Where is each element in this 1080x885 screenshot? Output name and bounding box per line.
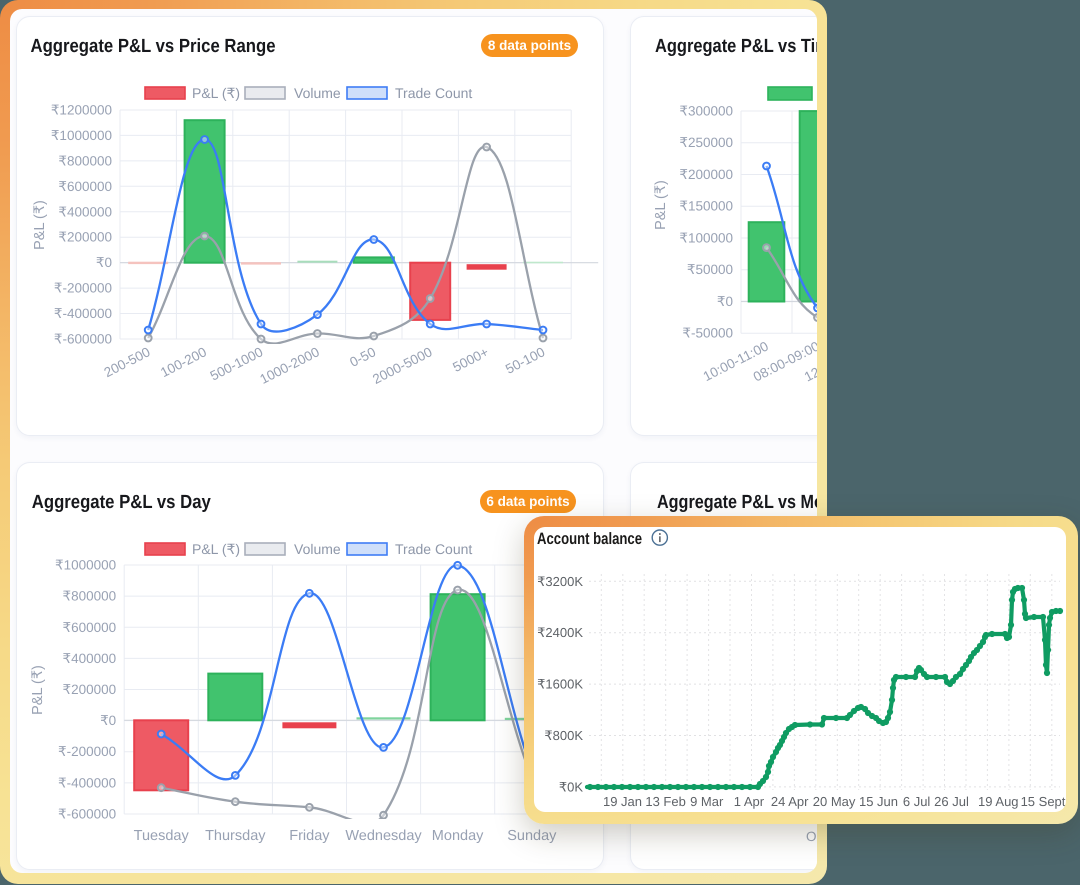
svg-text:Tuesday: Tuesday [134, 828, 190, 844]
svg-text:₹100000: ₹100000 [679, 231, 733, 246]
svg-text:15 Sept: 15 Sept [1021, 794, 1066, 809]
svg-text:19 Jan: 19 Jan [603, 794, 642, 809]
svg-text:0-50: 0-50 [347, 344, 378, 370]
svg-text:500-1000: 500-1000 [208, 344, 266, 383]
svg-text:P&L (₹): P&L (₹) [192, 541, 240, 557]
svg-text:₹800000: ₹800000 [63, 589, 117, 604]
svg-text:24 Apr: 24 Apr [771, 794, 809, 809]
svg-text:100-200: 100-200 [158, 344, 209, 380]
svg-text:₹-50000: ₹-50000 [682, 326, 733, 341]
svg-text:₹1200000: ₹1200000 [51, 103, 112, 118]
svg-text:15 Jun: 15 Jun [859, 794, 898, 809]
svg-text:2000-5000: 2000-5000 [370, 344, 434, 387]
svg-text:₹600000: ₹600000 [63, 620, 117, 635]
svg-text:Sunday: Sunday [507, 828, 557, 844]
svg-text:Trade Count: Trade Count [395, 85, 472, 101]
svg-text:Volume: Volume [294, 541, 341, 557]
svg-text:Thursday: Thursday [205, 828, 266, 844]
svg-text:₹0: ₹0 [100, 713, 116, 728]
svg-text:₹600000: ₹600000 [58, 179, 112, 194]
svg-text:13 Feb: 13 Feb [645, 794, 685, 809]
svg-text:Trade Count: Trade Count [395, 541, 472, 557]
svg-text:Aggregate P&L vs Price Range: Aggregate P&L vs Price Range [31, 36, 276, 57]
svg-text:Aggregate P&L vs Month: Aggregate P&L vs Month [657, 492, 817, 513]
svg-text:9 Mar: 9 Mar [690, 794, 724, 809]
svg-text:₹0: ₹0 [717, 294, 733, 309]
svg-text:₹200000: ₹200000 [63, 682, 117, 697]
svg-text:P&L (₹): P&L (₹) [30, 665, 46, 715]
svg-text:Account balance: Account balance [537, 530, 642, 548]
svg-text:₹0K: ₹0K [559, 779, 584, 794]
svg-text:50-100: 50-100 [503, 344, 547, 376]
svg-text:₹3200K: ₹3200K [537, 574, 583, 589]
svg-text:Aggregate P&L vs Day: Aggregate P&L vs Day [32, 492, 211, 513]
svg-text:₹-600000: ₹-600000 [58, 807, 116, 822]
svg-text:₹300000: ₹300000 [679, 104, 733, 119]
svg-text:₹-600000: ₹-600000 [54, 332, 112, 347]
svg-text:O: O [806, 829, 817, 844]
svg-text:₹150000: ₹150000 [679, 199, 733, 214]
svg-text:₹-400000: ₹-400000 [58, 775, 116, 790]
svg-text:6 Jul: 6 Jul [903, 794, 931, 809]
svg-text:₹400000: ₹400000 [63, 651, 117, 666]
svg-text:Friday: Friday [289, 828, 330, 844]
svg-text:₹-200000: ₹-200000 [54, 281, 112, 296]
svg-text:₹2400K: ₹2400K [537, 625, 583, 640]
svg-text:₹1000000: ₹1000000 [51, 128, 112, 143]
svg-text:P&L (₹): P&L (₹) [192, 85, 240, 101]
svg-text:20 May: 20 May [813, 794, 856, 809]
svg-text:19 Aug: 19 Aug [978, 794, 1019, 809]
svg-text:₹0: ₹0 [96, 255, 112, 270]
svg-text:5000+: 5000+ [450, 344, 491, 375]
svg-text:₹800000: ₹800000 [58, 153, 112, 168]
svg-text:Monday: Monday [432, 828, 484, 844]
svg-text:₹50000: ₹50000 [687, 262, 733, 277]
svg-text:₹1600K: ₹1600K [537, 677, 583, 692]
svg-text:₹200000: ₹200000 [58, 230, 112, 245]
svg-text:1 Apr: 1 Apr [734, 794, 765, 809]
svg-text:₹-200000: ₹-200000 [58, 744, 116, 759]
svg-text:Wednesday: Wednesday [345, 828, 422, 844]
svg-text:₹200000: ₹200000 [679, 167, 733, 182]
svg-text:P&L (₹): P&L (₹) [32, 200, 48, 250]
svg-text:200-500: 200-500 [102, 344, 153, 380]
svg-text:₹400000: ₹400000 [58, 204, 112, 219]
svg-text:₹1000000: ₹1000000 [55, 558, 116, 573]
svg-text:₹-400000: ₹-400000 [54, 306, 112, 321]
svg-text:Volume: Volume [294, 85, 341, 101]
svg-text:₹800K: ₹800K [544, 728, 583, 743]
svg-text:26 Jul: 26 Jul [934, 794, 969, 809]
svg-text:₹250000: ₹250000 [679, 135, 733, 150]
svg-text:P&L (₹): P&L (₹) [653, 180, 669, 230]
svg-text:Aggregate P&L vs Time: Aggregate P&L vs Time [655, 36, 817, 57]
svg-text:1000-2000: 1000-2000 [257, 344, 321, 387]
